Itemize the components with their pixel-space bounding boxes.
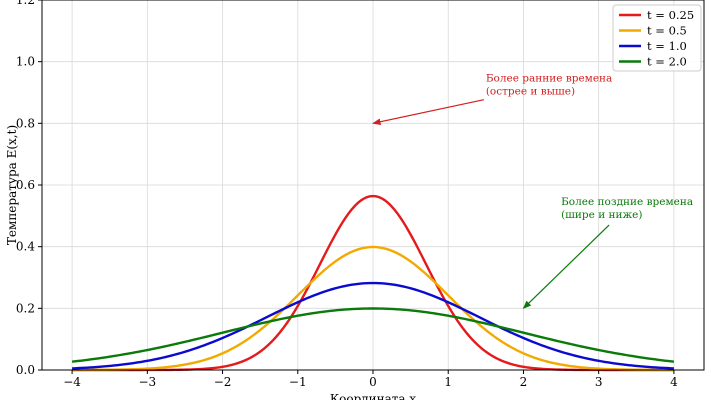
x-tick-label: 4 [670,375,678,389]
x-axis-label: Координата x [330,392,417,400]
y-tick-label: 1.0 [16,55,35,69]
annotations: Более ранние времена (острее и выше) Более… [372,73,693,309]
series-line [71,307,675,363]
y-tick-label: 0.6 [16,178,35,192]
x-tick-label: −2 [214,375,232,389]
x-tick-label: 1 [444,375,452,389]
axes: −4 −3 −2 −1 0 1 2 3 4 0.0 0.2 0.4 0.6 0.8 1.0 1.2 [16,0,678,389]
y-axis-label: Температура E(x,t) [5,125,19,245]
x-tick-label: 2 [520,375,528,389]
series-line [72,245,674,372]
x-tick-label: −4 [63,375,81,389]
legend-label: t = 2.0 [647,55,687,69]
annotation-arrow [372,99,484,126]
x-tick-label: 3 [595,375,603,389]
legend-box [612,4,702,72]
y-tick-label: 0.2 [16,301,35,315]
x-tick-label: 0 [369,375,377,389]
grid [42,0,704,371]
annotation-text: Более ранние времена (острее и выше) [486,73,613,98]
annotation-arrow [522,224,610,309]
y-tick-label: 1.2 [16,0,35,7]
legend-label: t = 1.0 [647,39,687,53]
y-tick-label: 0.0 [16,363,35,377]
legend-label: t = 0.25 [647,8,694,22]
legend: t = 0.25 t = 0.5t = 1.0 t = 2.0 [612,4,702,72]
legend-label: t = 0.5 [647,24,687,38]
y-tick-label: 0.8 [16,116,35,130]
series-line [72,281,674,370]
x-tick-label: −1 [289,375,307,389]
annotation-text: Более поздние времена (шире и ниже) [561,196,693,221]
y-tick-label: 0.4 [16,240,35,254]
x-tick-label: −3 [138,375,156,389]
